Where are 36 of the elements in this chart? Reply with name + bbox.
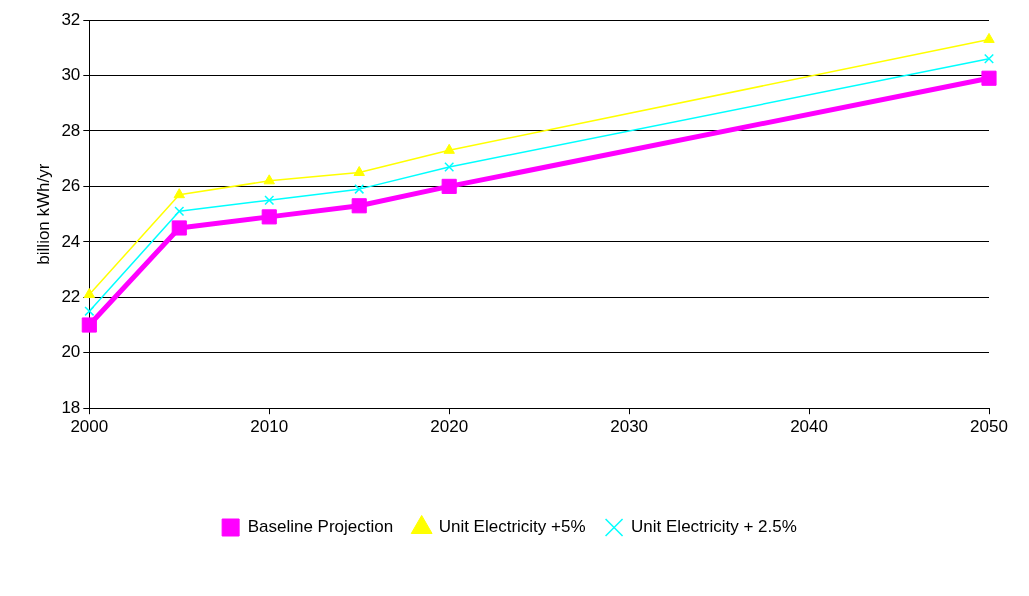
- point: [173, 188, 185, 199]
- point: [261, 209, 277, 225]
- y-tick-label: 22: [61, 286, 81, 306]
- x-tick-label: 2020: [430, 417, 469, 437]
- point: [981, 70, 997, 86]
- x-tick-label: 2030: [610, 417, 649, 437]
- legend-label: Baseline Projection: [247, 517, 394, 537]
- point: [263, 174, 275, 185]
- point: [984, 53, 994, 64]
- point: [351, 198, 367, 214]
- point: [354, 184, 365, 195]
- y-tick-label: 32: [61, 9, 81, 29]
- point: [83, 288, 96, 299]
- x-tick-label: 2010: [250, 417, 289, 437]
- x-tick-label: 2050: [970, 417, 1008, 437]
- point: [444, 161, 455, 172]
- point: [264, 195, 275, 206]
- point: [174, 206, 185, 217]
- legend-label: Unit Electricity + 2.5%: [631, 517, 797, 537]
- y-tick-label: 28: [61, 120, 81, 140]
- y-tick-label: 30: [61, 65, 81, 85]
- point: [171, 220, 187, 236]
- y-axis-title: billion kWh/yr: [33, 163, 53, 265]
- point: [441, 178, 457, 194]
- x-tick-label: 2040: [790, 417, 828, 437]
- point: [983, 32, 995, 43]
- point: [443, 143, 455, 154]
- y-tick-label: 26: [61, 176, 81, 196]
- x-tick-label: 2000: [70, 417, 109, 437]
- y-tick-label: 24: [61, 231, 81, 251]
- point: [84, 306, 95, 317]
- y-tick-label: 20: [61, 342, 81, 362]
- legend-label: Unit Electricity +5%: [438, 517, 586, 537]
- point: [81, 317, 97, 333]
- point: [353, 166, 365, 177]
- y-tick-label: 18: [61, 397, 81, 417]
